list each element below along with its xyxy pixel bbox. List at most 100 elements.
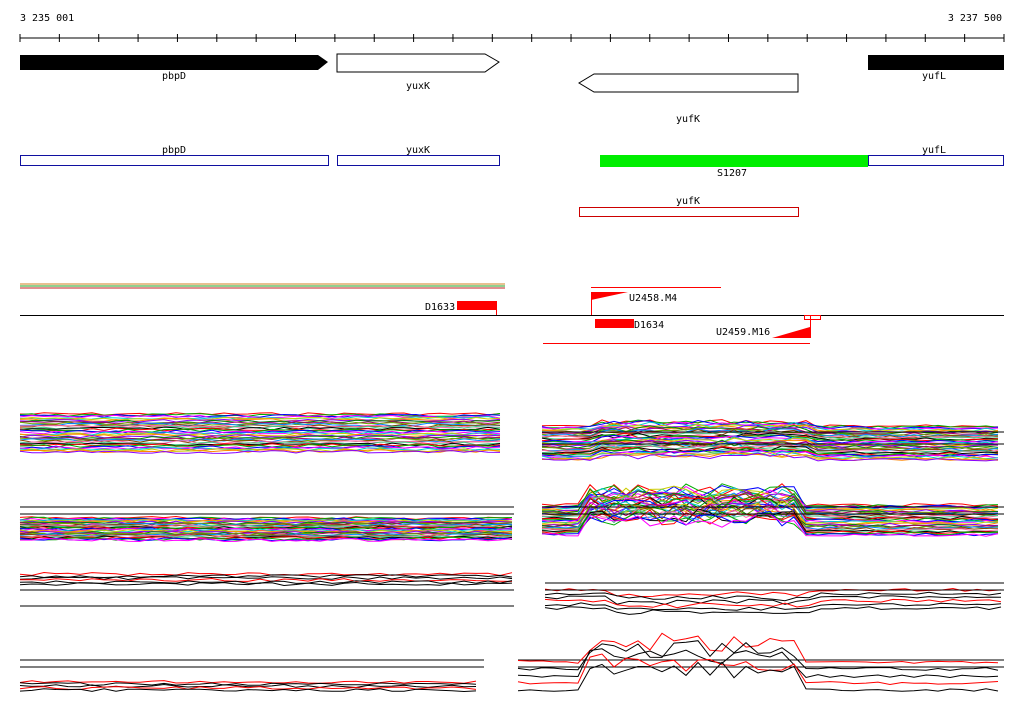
feature-u2459[interactable] — [772, 327, 810, 338]
profile-line — [19, 434, 501, 439]
profile-line — [541, 435, 999, 445]
blue-box-yufl[interactable] — [868, 155, 1004, 166]
profile-line — [19, 517, 513, 522]
profile-line — [541, 419, 999, 428]
profile-line — [19, 422, 501, 427]
blue-box-label-pbpd: pbpD — [162, 145, 186, 156]
profile-line — [541, 440, 999, 450]
profile-line — [542, 497, 999, 522]
profile-panel-1-right — [541, 419, 999, 462]
profile-line — [19, 416, 501, 421]
profile-line — [541, 502, 999, 529]
profile-line — [517, 661, 999, 692]
profile-line — [19, 581, 513, 587]
profile-line — [517, 648, 999, 679]
profile-line — [541, 434, 999, 444]
profile-line — [19, 571, 513, 577]
profile-line — [19, 683, 477, 689]
gene-track: pbpD yuxK yufK yufL — [20, 53, 1004, 125]
profile-panel-2-right — [541, 483, 999, 537]
gene-arrow-yuxk[interactable] — [336, 53, 500, 73]
profile-panel-4-right — [517, 632, 999, 692]
profile-line — [19, 576, 513, 581]
profile-panel-1-left — [19, 412, 501, 454]
profile-line — [541, 427, 999, 436]
profile-line — [542, 489, 999, 513]
profile-line — [19, 444, 501, 449]
profile-line — [541, 443, 999, 453]
profile-line — [19, 688, 477, 693]
blue-box-label-yufl: yufL — [922, 145, 946, 156]
coordinate-end-label: 3 237 500 — [947, 13, 1002, 24]
profile-line — [544, 598, 1002, 609]
profile-line — [19, 536, 513, 541]
profile-line — [19, 574, 513, 579]
profile-line — [544, 595, 1002, 605]
feature-label-d1634: D1634 — [634, 320, 664, 331]
profile-line — [19, 577, 513, 582]
profile-line — [541, 451, 999, 462]
blue-box-yuxk[interactable] — [337, 155, 500, 166]
green-segment-label: S1207 — [717, 168, 747, 179]
annotation-track: pbpD yuxK S1207 yufL yufK — [20, 145, 1004, 217]
profile-panel-3-right — [544, 587, 1002, 615]
profile-line — [517, 640, 999, 671]
profile-line — [19, 524, 513, 529]
red-box-label-yufk: yufK — [676, 196, 700, 207]
profile-line — [541, 510, 999, 537]
profile-line — [541, 452, 999, 462]
profile-panel-2-left — [19, 515, 513, 543]
gene-arrow-yufk[interactable] — [578, 73, 799, 93]
profile-line — [544, 606, 1002, 615]
green-segment-s1207[interactable] — [600, 155, 868, 167]
profile-line — [541, 448, 999, 459]
profile-line — [19, 418, 501, 422]
profile-panel-4-left — [19, 680, 477, 693]
profile-line — [19, 680, 477, 684]
profile-line — [19, 449, 501, 454]
profile-line — [19, 533, 513, 538]
profile-line — [19, 440, 501, 445]
feature-label-u2458: U2458.M4 — [629, 293, 677, 304]
profile-line — [19, 526, 513, 531]
gene-label-yuxk: yuxK — [406, 81, 430, 92]
profile-line — [19, 580, 513, 584]
profile-line — [19, 413, 501, 418]
gene-label-yufl: yufL — [922, 71, 946, 82]
feature-track: D1633 U2458.M4 D1634 U2459.M16 — [20, 283, 1004, 344]
gene-label-pbpd: pbpD — [162, 71, 186, 82]
feature-d1633[interactable] — [457, 301, 496, 310]
profile-line — [541, 513, 999, 537]
profile-line — [517, 653, 999, 686]
coordinate-start-label: 3 235 001 — [20, 13, 75, 24]
profile-line — [20, 537, 513, 543]
profile-line — [544, 602, 1002, 611]
profile-line — [541, 499, 999, 523]
blue-box-pbpd[interactable] — [20, 155, 329, 166]
feature-u2458[interactable] — [591, 292, 628, 300]
coordinate-ruler — [19, 34, 1005, 42]
profile-line — [541, 419, 999, 430]
profile-line — [544, 587, 1002, 598]
gene-label-yufk: yufK — [676, 114, 700, 125]
profile-panel-3-left — [19, 571, 513, 587]
profile-line — [19, 686, 477, 691]
profile-line — [19, 438, 501, 443]
profile-line — [541, 485, 999, 509]
profile-line — [19, 526, 513, 530]
profile-line — [541, 428, 999, 438]
gene-arrow-pbpd[interactable] — [20, 55, 328, 70]
feature-label-d1633: D1633 — [425, 302, 455, 313]
profile-line — [541, 444, 999, 455]
profile-line — [544, 591, 1002, 602]
profile-line — [19, 441, 501, 446]
feature-d1634[interactable] — [595, 319, 634, 328]
profile-line — [19, 447, 501, 452]
profile-line — [19, 430, 501, 435]
profile-line — [541, 421, 999, 432]
profile-line — [541, 511, 999, 536]
gene-arrow-yufl[interactable] — [868, 55, 1004, 70]
red-box-yufk[interactable] — [579, 207, 799, 217]
